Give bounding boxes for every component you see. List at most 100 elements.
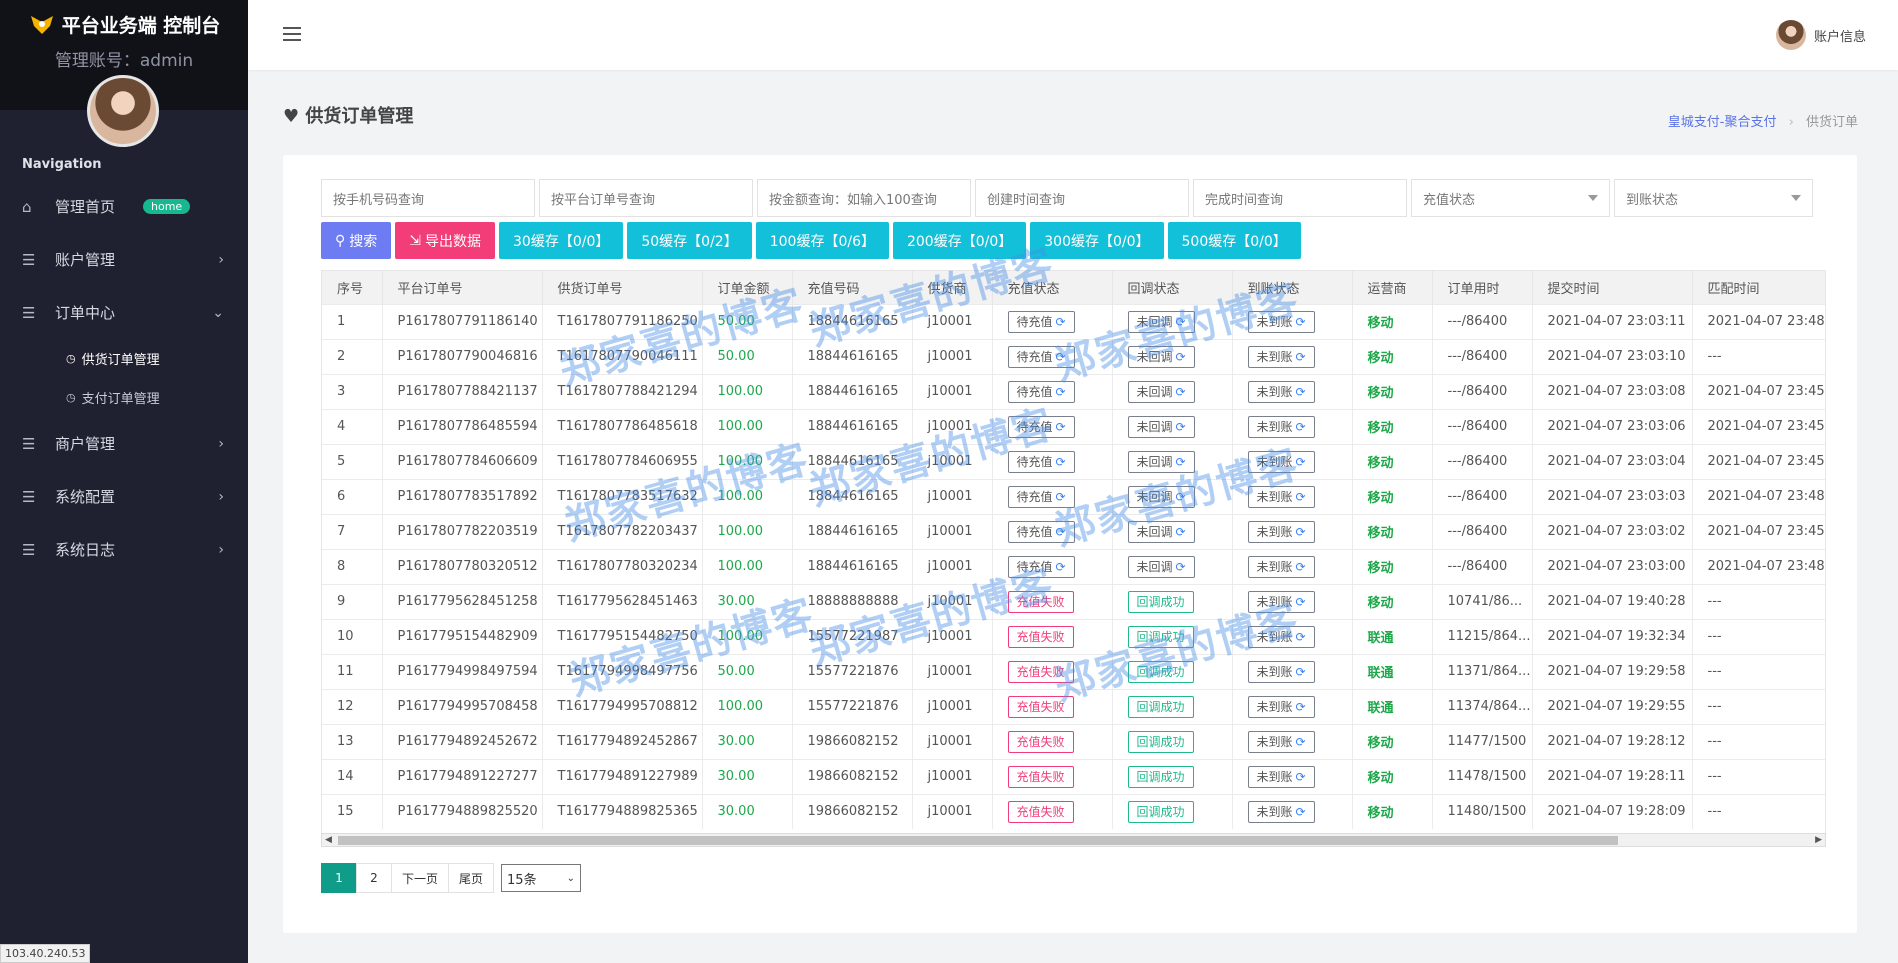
- platform-order-search-input[interactable]: 按平台订单号查询: [539, 179, 753, 217]
- refresh-icon[interactable]: ⟳: [1295, 454, 1306, 469]
- refresh-icon[interactable]: ⟳: [1295, 804, 1306, 819]
- menu-toggle-icon[interactable]: [283, 27, 301, 45]
- refresh-icon[interactable]: ⟳: [1175, 349, 1186, 364]
- arrival-status-tag[interactable]: 未到账 ⟳: [1247, 625, 1315, 648]
- recharge-status-tag[interactable]: 充值失败: [1007, 695, 1074, 718]
- table-row[interactable]: 3 P1617807788421137 T1617807788421294 100.0…: [322, 373, 1825, 409]
- callback-status-tag[interactable]: 回调成功: [1127, 695, 1194, 718]
- horizontal-scrollbar[interactable]: ◀ ▶: [321, 833, 1826, 847]
- account-menu[interactable]: 账户信息: [1775, 20, 1866, 50]
- refresh-icon[interactable]: ⟳: [1055, 524, 1066, 539]
- recharge-status-tag[interactable]: 充值失败: [1007, 765, 1074, 788]
- arrival-status-tag[interactable]: 未到账 ⟳: [1247, 590, 1315, 613]
- cache-300-button[interactable]: 300缓存【0/0】: [1030, 222, 1164, 259]
- table-row[interactable]: 4 P1617807786485594 T1617807786485618 100.0…: [322, 408, 1825, 444]
- sidebar-item-logs[interactable]: ☰ 系统日志 ›: [0, 523, 248, 576]
- cache-200-button[interactable]: 200缓存【0/0】: [892, 222, 1027, 259]
- refresh-icon[interactable]: ⟳: [1175, 559, 1186, 574]
- table-row[interactable]: 15 P1617794889825520 T1617794889825365 30.0…: [322, 793, 1825, 829]
- arrival-status-select[interactable]: 到账状态: [1614, 179, 1813, 217]
- last-page-button[interactable]: 尾页: [448, 863, 495, 893]
- recharge-status-tag[interactable]: 待充值 ⟳: [1007, 310, 1075, 333]
- page-size-select[interactable]: 15条 ⌄: [501, 864, 582, 892]
- callback-status-tag[interactable]: 回调成功: [1127, 625, 1194, 648]
- callback-status-tag[interactable]: 回调成功: [1127, 730, 1194, 753]
- callback-status-tag[interactable]: 未回调 ⟳: [1127, 485, 1195, 508]
- next-page-button[interactable]: 下一页: [391, 863, 450, 893]
- recharge-status-tag[interactable]: 充值失败: [1007, 625, 1074, 648]
- callback-status-tag[interactable]: 未回调 ⟳: [1127, 310, 1195, 333]
- phone-search-input[interactable]: 按手机号码查询: [321, 179, 535, 217]
- table-row[interactable]: 11 P1617794998497594 T1617794998497756 50.0…: [322, 653, 1825, 689]
- sidebar-item-home[interactable]: ⌂ 管理首页 home: [0, 180, 248, 233]
- arrival-status-tag[interactable]: 未到账 ⟳: [1247, 380, 1315, 403]
- refresh-icon[interactable]: ⟳: [1295, 699, 1306, 714]
- sidebar-item-merchants[interactable]: ☰ 商户管理 ›: [0, 417, 248, 470]
- recharge-status-tag[interactable]: 待充值 ⟳: [1007, 345, 1075, 368]
- page-2-button[interactable]: 2: [356, 863, 392, 893]
- refresh-icon[interactable]: ⟳: [1295, 314, 1306, 329]
- callback-status-tag[interactable]: 未回调 ⟳: [1127, 380, 1195, 403]
- recharge-status-select[interactable]: 充值状态: [1411, 179, 1610, 217]
- arrival-status-tag[interactable]: 未到账 ⟳: [1247, 800, 1315, 823]
- recharge-status-tag[interactable]: 充值失败: [1007, 660, 1074, 683]
- table-row[interactable]: 12 P1617794995708458 T1617794995708812 100.…: [322, 688, 1825, 724]
- refresh-icon[interactable]: ⟳: [1295, 384, 1306, 399]
- refresh-icon[interactable]: ⟳: [1055, 559, 1066, 574]
- recharge-status-tag[interactable]: 待充值 ⟳: [1007, 520, 1075, 543]
- finished-time-input[interactable]: 完成时间查询: [1193, 179, 1407, 217]
- scroll-right-icon[interactable]: ▶: [1815, 835, 1822, 845]
- arrival-status-tag[interactable]: 未到账 ⟳: [1247, 520, 1315, 543]
- refresh-icon[interactable]: ⟳: [1055, 489, 1066, 504]
- refresh-icon[interactable]: ⟳: [1055, 314, 1066, 329]
- refresh-icon[interactable]: ⟳: [1175, 489, 1186, 504]
- sidebar-item-orders[interactable]: ☰ 订单中心 ⌄: [0, 286, 248, 339]
- table-row[interactable]: 5 P1617807784606609 T1617807784606955 100.0…: [322, 443, 1825, 479]
- page-1-button[interactable]: 1: [321, 863, 357, 893]
- callback-status-tag[interactable]: 回调成功: [1127, 660, 1194, 683]
- refresh-icon[interactable]: ⟳: [1295, 489, 1306, 504]
- arrival-status-tag[interactable]: 未到账 ⟳: [1247, 765, 1315, 788]
- recharge-status-tag[interactable]: 待充值 ⟳: [1007, 380, 1075, 403]
- refresh-icon[interactable]: ⟳: [1295, 734, 1306, 749]
- recharge-status-tag[interactable]: 待充值 ⟳: [1007, 415, 1075, 438]
- breadcrumb-link[interactable]: 皇城支付-聚合支付: [1667, 115, 1777, 130]
- refresh-icon[interactable]: ⟳: [1295, 629, 1306, 644]
- sidebar-subitem-supply-orders[interactable]: ◷ 供货订单管理: [0, 339, 248, 378]
- refresh-icon[interactable]: ⟳: [1295, 559, 1306, 574]
- admin-avatar[interactable]: [87, 75, 159, 147]
- search-button[interactable]: ⚲ 搜索: [321, 222, 392, 259]
- refresh-icon[interactable]: ⟳: [1295, 419, 1306, 434]
- refresh-icon[interactable]: ⟳: [1175, 524, 1186, 539]
- refresh-icon[interactable]: ⟳: [1295, 594, 1306, 609]
- arrival-status-tag[interactable]: 未到账 ⟳: [1247, 415, 1315, 438]
- table-row[interactable]: 14 P1617794891227277 T1617794891227989 30.0…: [322, 758, 1825, 794]
- refresh-icon[interactable]: ⟳: [1175, 454, 1186, 469]
- scroll-left-icon[interactable]: ◀: [325, 835, 332, 845]
- callback-status-tag[interactable]: 未回调 ⟳: [1127, 520, 1195, 543]
- arrival-status-tag[interactable]: 未到账 ⟳: [1247, 695, 1315, 718]
- refresh-icon[interactable]: ⟳: [1175, 314, 1186, 329]
- arrival-status-tag[interactable]: 未到账 ⟳: [1247, 450, 1315, 473]
- recharge-status-tag[interactable]: 充值失败: [1007, 800, 1074, 823]
- refresh-icon[interactable]: ⟳: [1295, 769, 1306, 784]
- callback-status-tag[interactable]: 未回调 ⟳: [1127, 415, 1195, 438]
- recharge-status-tag[interactable]: 待充值 ⟳: [1007, 555, 1075, 578]
- arrival-status-tag[interactable]: 未到账 ⟳: [1247, 345, 1315, 368]
- refresh-icon[interactable]: ⟳: [1175, 384, 1186, 399]
- refresh-icon[interactable]: ⟳: [1295, 349, 1306, 364]
- cache-30-button[interactable]: 30缓存【0/0】: [499, 222, 624, 259]
- callback-status-tag[interactable]: 未回调 ⟳: [1127, 555, 1195, 578]
- table-row[interactable]: 10 P1617795154482909 T1617795154482750 100.…: [322, 618, 1825, 654]
- brand-title[interactable]: 平台业务端 控制台: [0, 10, 248, 38]
- arrival-status-tag[interactable]: 未到账 ⟳: [1247, 555, 1315, 578]
- recharge-status-tag[interactable]: 待充值 ⟳: [1007, 485, 1075, 508]
- amount-search-input[interactable]: 按金额查询：如输入100查询: [757, 179, 971, 217]
- cache-50-button[interactable]: 50缓存【0/2】: [627, 222, 752, 259]
- refresh-icon[interactable]: ⟳: [1055, 349, 1066, 364]
- recharge-status-tag[interactable]: 充值失败: [1007, 730, 1074, 753]
- table-row[interactable]: 9 P1617795628451258 T1617795628451463 30.00…: [322, 583, 1825, 619]
- callback-status-tag[interactable]: 回调成功: [1127, 590, 1194, 613]
- table-row[interactable]: 1 P1617807791186140 T1617807791186250 50.00…: [322, 303, 1825, 339]
- table-row[interactable]: 8 P1617807780320512 T1617807780320234 100.0…: [322, 548, 1825, 584]
